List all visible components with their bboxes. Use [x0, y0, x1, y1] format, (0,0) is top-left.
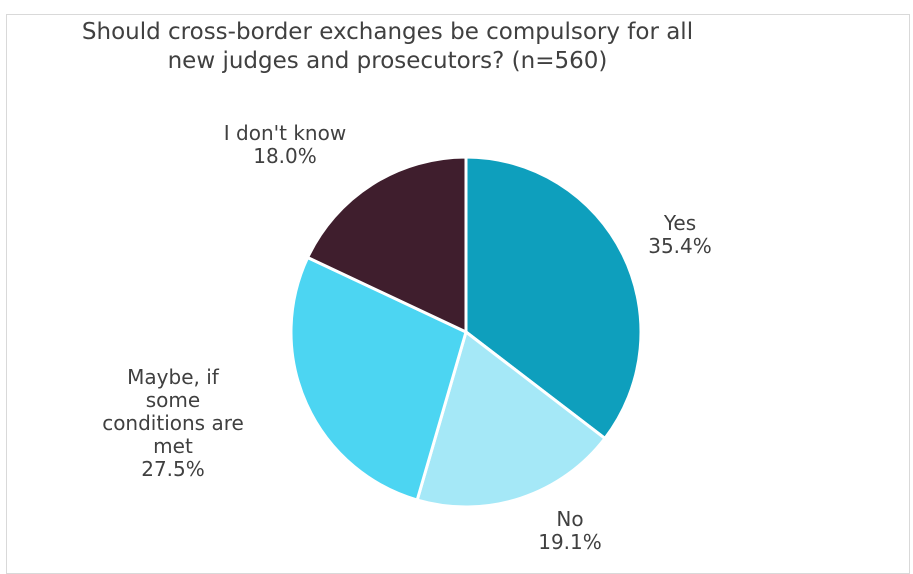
pie-slice-maybe-if-some-conditions-are-met [289, 255, 468, 502]
data-label-category: I don't know [223, 121, 347, 145]
data-label-category: met [153, 434, 193, 458]
data-label-value: 35.4% [648, 234, 712, 258]
data-label-value: 19.1% [538, 530, 602, 554]
data-label-i-don-t-know: I don't know 18.0% [200, 122, 370, 168]
data-label-value: 18.0% [253, 144, 317, 168]
data-label-yes: Yes 35.4% [600, 212, 760, 258]
data-label-maybe-if-some-conditions-are-met: Maybe, if some conditions are met 27.5% [88, 366, 258, 481]
data-label-no: No 19.1% [490, 508, 650, 554]
data-label-category: Maybe, if [127, 365, 219, 389]
data-label-category: conditions are [102, 411, 244, 435]
chart-title: Should cross-border exchanges be compuls… [0, 18, 775, 76]
pie-chart [289, 155, 643, 509]
data-label-category: Yes [663, 211, 697, 235]
data-label-category: No [556, 507, 584, 531]
chart-title-line-2: new judges and prosecutors? (n=560) [167, 48, 608, 74]
chart-title-line-1: Should cross-border exchanges be compuls… [81, 19, 694, 45]
pie-slice-no [415, 329, 608, 509]
data-label-category: some [145, 388, 201, 412]
pie-slice-i-don-t-know [305, 155, 468, 335]
data-label-value: 27.5% [141, 457, 205, 481]
pie-slice-yes [464, 155, 643, 441]
